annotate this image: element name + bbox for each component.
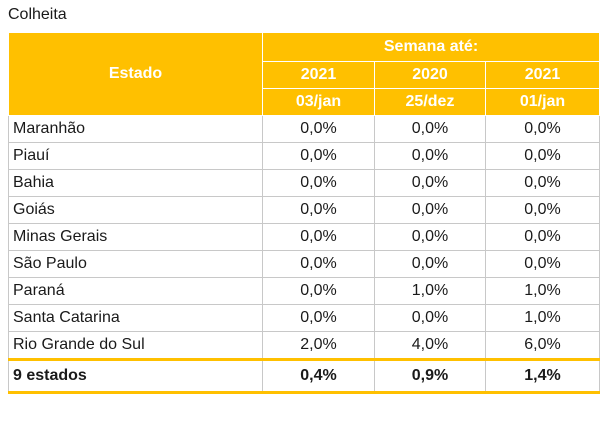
value-cell: 0,0% <box>484 115 601 143</box>
value-cell: 0,0% <box>484 196 601 224</box>
state-cell: Maranhão <box>8 115 263 143</box>
value-cell: 0,0% <box>374 142 486 170</box>
value-cell: 0,0% <box>262 169 375 197</box>
value-cell: 0,0% <box>262 115 375 143</box>
table-row: Maranhão 0,0% 0,0% 0,0% <box>8 115 601 143</box>
value-cell: 0,0% <box>374 169 486 197</box>
state-cell: Rio Grande do Sul <box>8 331 263 360</box>
value-cell: 0,0% <box>262 277 375 305</box>
state-cell: São Paulo <box>8 250 263 278</box>
table-row: Minas Gerais 0,0% 0,0% 0,0% <box>8 223 601 251</box>
value-cell: 6,0% <box>484 331 601 360</box>
table-row: São Paulo 0,0% 0,0% 0,0% <box>8 250 601 278</box>
total-value-cell: 1,4% <box>484 358 601 394</box>
state-cell: Piauí <box>8 142 263 170</box>
value-cell: 0,0% <box>262 196 375 224</box>
value-cell: 0,0% <box>262 250 375 278</box>
table-row: Goiás 0,0% 0,0% 0,0% <box>8 196 601 224</box>
value-cell: 1,0% <box>484 277 601 305</box>
value-cell: 4,0% <box>374 331 486 360</box>
header-date-3: 01/jan <box>484 88 601 116</box>
value-cell: 0,0% <box>484 223 601 251</box>
header-year-2: 2020 <box>374 61 486 89</box>
state-cell: Santa Catarina <box>8 304 263 332</box>
value-cell: 0,0% <box>374 223 486 251</box>
state-cell: Bahia <box>8 169 263 197</box>
table-row: Rio Grande do Sul 2,0% 4,0% 6,0% <box>8 331 601 360</box>
state-cell: Goiás <box>8 196 263 224</box>
total-value-cell: 0,4% <box>262 358 375 394</box>
total-row: 9 estados 0,4% 0,9% 1,4% <box>8 358 601 394</box>
header-estado: Estado <box>8 32 263 116</box>
value-cell: 1,0% <box>374 277 486 305</box>
value-cell: 0,0% <box>262 223 375 251</box>
header-date-2: 25/dez <box>374 88 486 116</box>
state-cell: Minas Gerais <box>8 223 263 251</box>
table-title: Colheita <box>8 6 67 23</box>
header-date-1: 03/jan <box>262 88 375 116</box>
header-year-1: 2021 <box>262 61 375 89</box>
value-cell: 0,0% <box>484 142 601 170</box>
total-label-cell: 9 estados <box>8 358 263 394</box>
value-cell: 0,0% <box>262 304 375 332</box>
value-cell: 2,0% <box>262 331 375 360</box>
state-cell: Paraná <box>8 277 263 305</box>
value-cell: 0,0% <box>374 196 486 224</box>
value-cell: 0,0% <box>374 115 486 143</box>
value-cell: 1,0% <box>484 304 601 332</box>
value-cell: 0,0% <box>262 142 375 170</box>
table-row: Paraná 0,0% 1,0% 1,0% <box>8 277 601 305</box>
header-semana-ate: Semana até: <box>261 32 601 62</box>
value-cell: 0,0% <box>374 304 486 332</box>
header-year-3: 2021 <box>484 61 601 89</box>
value-cell: 0,0% <box>374 250 486 278</box>
table-row: Santa Catarina 0,0% 0,0% 1,0% <box>8 304 601 332</box>
table-row: Bahia 0,0% 0,0% 0,0% <box>8 169 601 197</box>
harvest-table: Estado Semana até: 2021 2020 2021 03/jan… <box>8 32 601 394</box>
total-value-cell: 0,9% <box>374 358 486 394</box>
value-cell: 0,0% <box>484 250 601 278</box>
value-cell: 0,0% <box>484 169 601 197</box>
table-row: Piauí 0,0% 0,0% 0,0% <box>8 142 601 170</box>
